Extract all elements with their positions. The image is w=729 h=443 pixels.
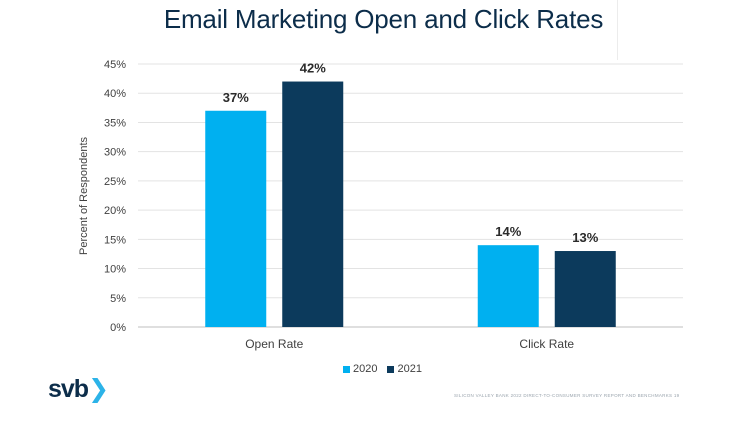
bar-2021-open-rate (282, 81, 344, 328)
legend-item-2020: 2020 (343, 363, 377, 375)
y-tick-label: 40% (104, 88, 126, 100)
logo-text: svb (48, 375, 89, 403)
y-tick-label: 25% (104, 176, 126, 188)
y-tick-label: 15% (104, 234, 126, 246)
category-label: Open Rate (245, 337, 303, 351)
y-ticks: 0% 5% 10% 15% 20% 25% 30% 35% 40% 45% (104, 59, 126, 334)
data-label: 13% (572, 230, 598, 245)
legend: 2020 2021 (343, 363, 422, 375)
footer-text: SILICON VALLEY BANK 2022 DIRECT-TO-CONSU… (454, 393, 680, 398)
y-tick-label: 30% (104, 147, 126, 159)
legend-item-2021: 2021 (387, 363, 422, 375)
chevron-right-icon: ❯ (88, 375, 109, 403)
data-label: 37% (223, 90, 249, 105)
category-label: Click Rate (519, 337, 574, 351)
svb-logo: svb❯ (48, 374, 109, 404)
data-labels: 37% 42% 14% 13% (223, 61, 599, 245)
legend-swatch-2021 (387, 365, 395, 373)
y-tick-label: 45% (104, 59, 126, 71)
bar-2020-open-rate (205, 110, 267, 327)
legend-swatch-2020 (343, 365, 350, 373)
y-tick-label: 5% (110, 293, 126, 305)
y-tick-label: 0% (110, 322, 126, 334)
bar-2020-click-rate (477, 245, 539, 327)
legend-label-2020: 2020 (353, 363, 378, 375)
bars (205, 81, 616, 328)
y-tick-label: 20% (104, 205, 126, 217)
bar-2021-click-rate (554, 251, 616, 327)
y-tick-label: 35% (104, 117, 126, 129)
slide-edge-divider (617, 0, 618, 60)
y-tick-label: 10% (104, 264, 126, 276)
chart-title: Email Marketing Open and Click Rates (163, 4, 604, 34)
category-labels: Open Rate Click Rate (245, 337, 574, 351)
data-label: 14% (495, 224, 521, 239)
data-label: 42% (300, 61, 326, 76)
legend-label-2021: 2021 (397, 363, 422, 375)
